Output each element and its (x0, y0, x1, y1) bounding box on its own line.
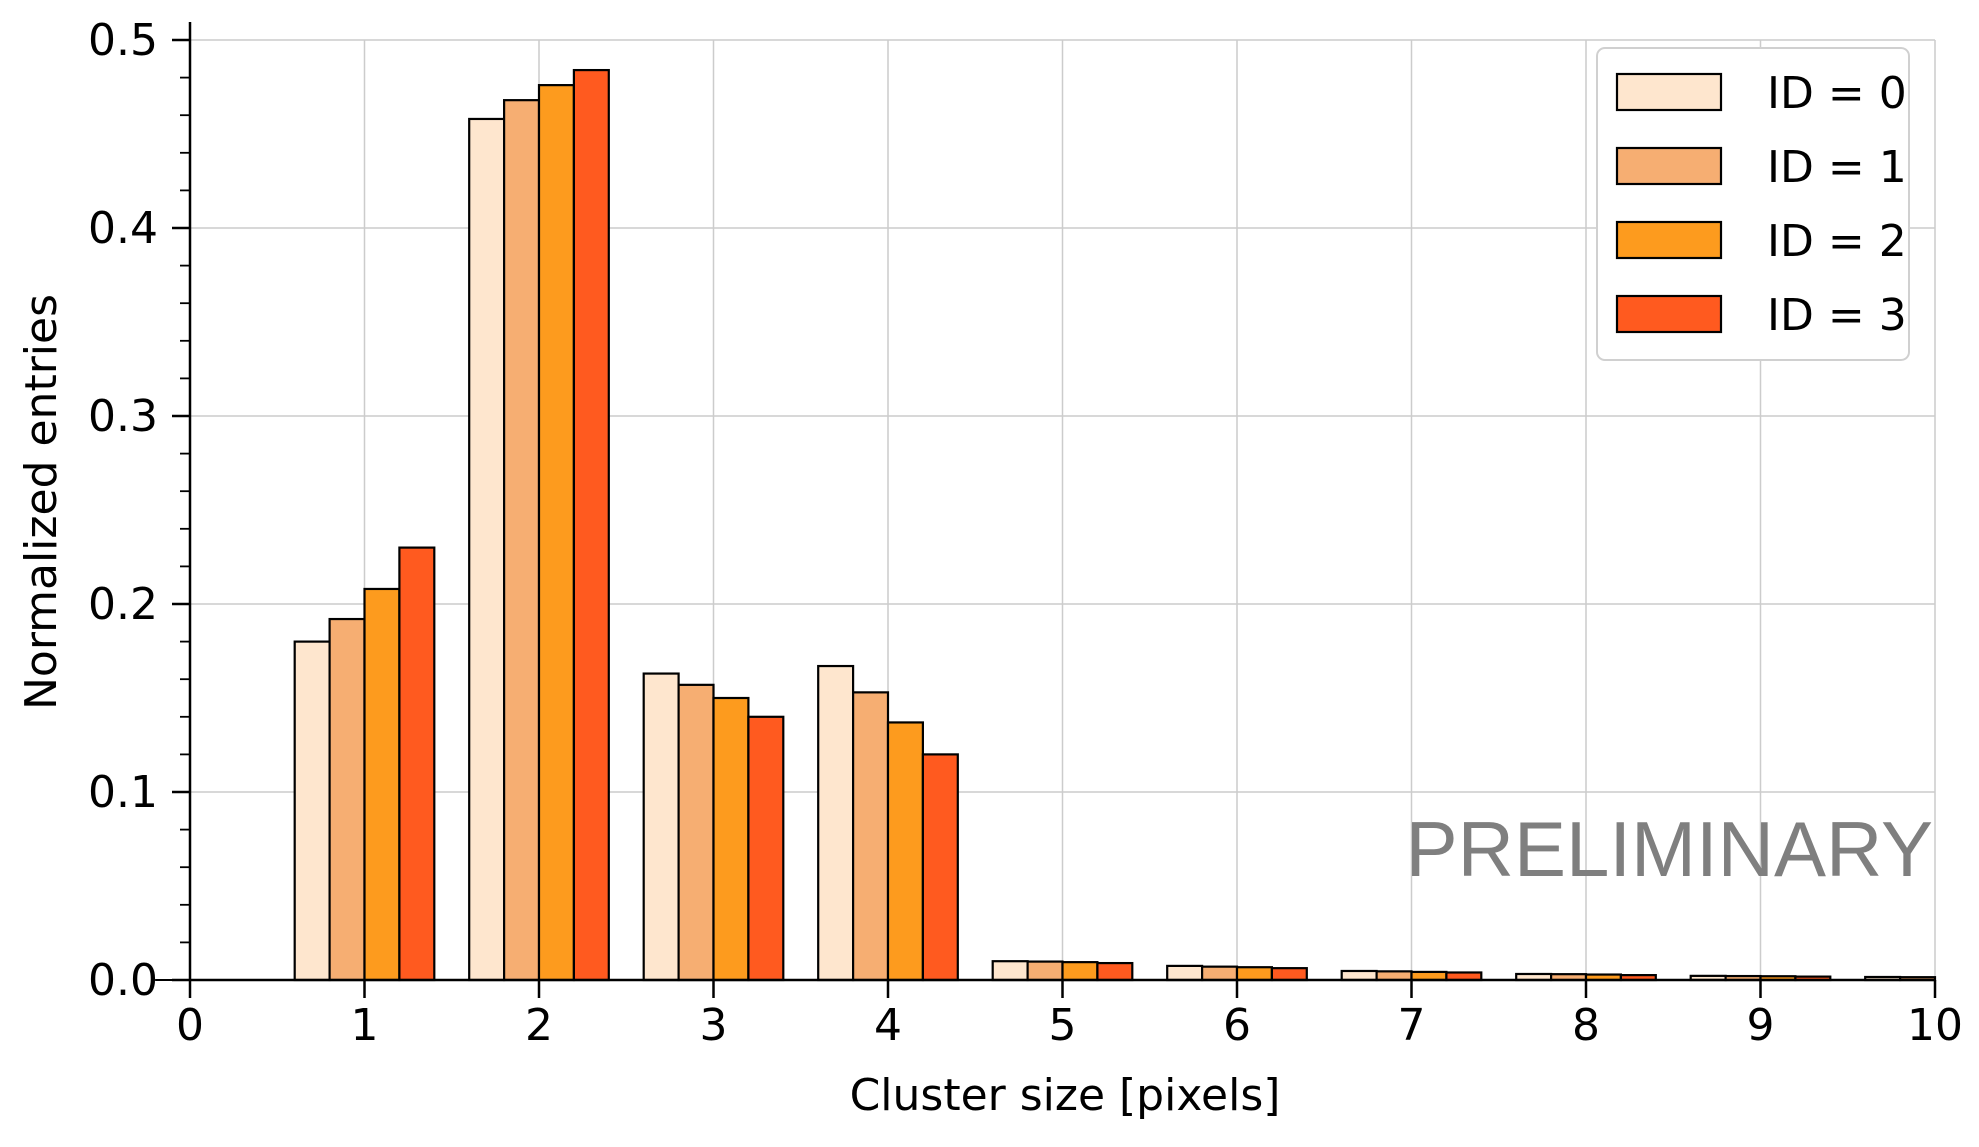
bar (677, 683, 715, 982)
bar (1166, 964, 1204, 982)
x-tick-label: 7 (1398, 1000, 1426, 1051)
x-tick-label: 5 (1049, 1000, 1077, 1051)
bar (537, 84, 576, 982)
y-tick-label: 0.5 (88, 15, 158, 66)
bar (468, 117, 506, 982)
y-tick-label: 0.1 (88, 767, 158, 818)
legend-box (1596, 47, 1910, 361)
x-tick-label: 8 (1572, 1000, 1600, 1051)
bar (1340, 969, 1378, 982)
bars (155, 68, 1937, 982)
x-tick-label: 4 (874, 1000, 902, 1051)
legend-swatch (1615, 72, 1723, 112)
legend-label: ID = 2 (1767, 216, 1907, 267)
x-tick-label: 1 (351, 1000, 379, 1051)
axes (172, 22, 1937, 998)
bar (1096, 961, 1134, 982)
bar (851, 691, 890, 982)
bar (747, 715, 785, 982)
y-tick-labels: 0.0 0.1 0.2 0.3 0.4 0.5 (88, 15, 158, 1006)
bar (991, 960, 1029, 982)
y-axis-title: Normalized entries (16, 294, 67, 710)
x-tick-label: 10 (1907, 1000, 1963, 1051)
legend-swatch (1615, 294, 1723, 334)
bar (642, 672, 680, 982)
legend-label: ID = 0 (1767, 68, 1907, 119)
bar (572, 68, 610, 982)
legend-label: ID = 1 (1767, 142, 1907, 193)
x-tick-labels: 0 1 2 3 4 5 6 7 8 9 10 (176, 1000, 1963, 1051)
legend-swatch (1615, 220, 1723, 260)
y-tick-label: 0.3 (88, 391, 158, 442)
bar (1026, 960, 1064, 982)
bar (712, 696, 750, 982)
bar (1200, 965, 1239, 982)
bar (1061, 961, 1099, 982)
bar (886, 721, 925, 982)
legend-swatch (1615, 146, 1723, 186)
y-tick-label: 0.2 (88, 579, 158, 630)
bar (1235, 966, 1274, 982)
y-tick-label: 0.4 (88, 203, 158, 254)
preliminary-watermark: PRELIMINARY (1406, 805, 1933, 893)
bar (1270, 967, 1308, 982)
legend-label: ID = 3 (1767, 290, 1907, 341)
bar (1375, 970, 1413, 982)
x-axis-title: Cluster size [pixels] (850, 1070, 1281, 1121)
x-tick-label: 9 (1747, 1000, 1775, 1051)
bar (817, 664, 855, 982)
legend: ID = 0 ID = 1 ID = 2 ID = 3 (1596, 47, 1910, 361)
bar (503, 99, 541, 982)
y-tick-label: 0.0 (88, 955, 158, 1006)
bar (293, 640, 331, 982)
bar (363, 587, 401, 982)
x-tick-label: 2 (525, 1000, 553, 1051)
bar (328, 617, 366, 982)
x-tick-label: 0 (176, 1000, 204, 1051)
bar (398, 546, 436, 982)
x-tick-label: 6 (1223, 1000, 1251, 1051)
x-tick-label: 3 (700, 1000, 728, 1051)
bar (921, 753, 959, 982)
